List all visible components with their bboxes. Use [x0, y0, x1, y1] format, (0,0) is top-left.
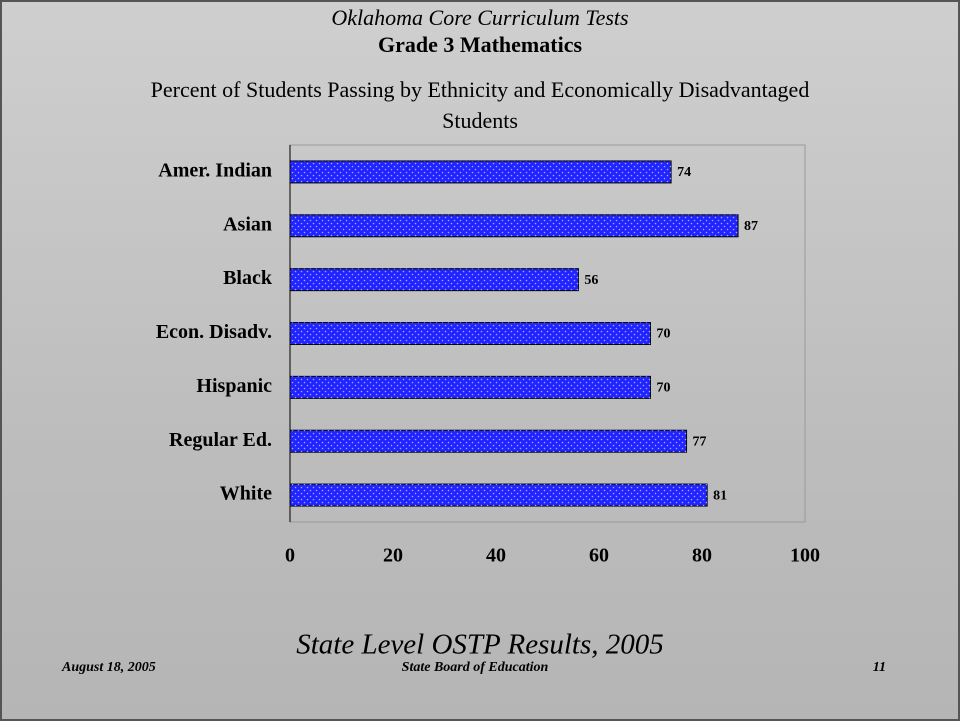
x-tick-label: 20: [383, 545, 403, 567]
data-label: 81: [713, 488, 727, 503]
y-tick-label: Amer. Indian: [158, 160, 272, 182]
bar: [289, 483, 708, 507]
chart-subtitle: Grade 3 Mathematics: [378, 32, 582, 57]
data-label: 87: [744, 219, 758, 234]
y-tick-label: White: [220, 483, 272, 505]
y-tick-label: Regular Ed.: [169, 429, 272, 451]
data-label: 70: [657, 381, 671, 396]
y-tick-label: Asian: [223, 213, 272, 235]
footer-date: August 18, 2005: [61, 660, 156, 675]
footer-heading: State Level OSTP Results, 2005: [296, 629, 664, 661]
x-tick-label: 100: [790, 545, 820, 567]
x-tick-label: 80: [692, 545, 712, 567]
data-label: 56: [584, 273, 598, 288]
x-tick-label: 60: [589, 545, 609, 567]
bar: [289, 214, 739, 238]
page-number: 11: [873, 660, 886, 675]
x-tick-label: 40: [486, 545, 506, 567]
x-tick-label: 0: [285, 545, 295, 567]
data-label: 77: [693, 434, 707, 449]
y-tick-label: Hispanic: [196, 375, 272, 397]
bar: [289, 375, 651, 399]
footer-organization: State Board of Education: [402, 660, 549, 675]
bar: [289, 160, 672, 184]
data-label: 70: [657, 327, 671, 342]
y-tick-label: Black: [223, 267, 273, 289]
bar: [289, 429, 688, 453]
bar: [289, 322, 651, 345]
bar: [289, 268, 579, 292]
chart-description: Percent of Students Passing by Ethnicity…: [150, 77, 810, 133]
y-tick-label: Econ. Disadv.: [156, 321, 272, 343]
data-label: 74: [677, 165, 691, 180]
chart-title: Oklahoma Core Curriculum Tests: [331, 5, 628, 30]
